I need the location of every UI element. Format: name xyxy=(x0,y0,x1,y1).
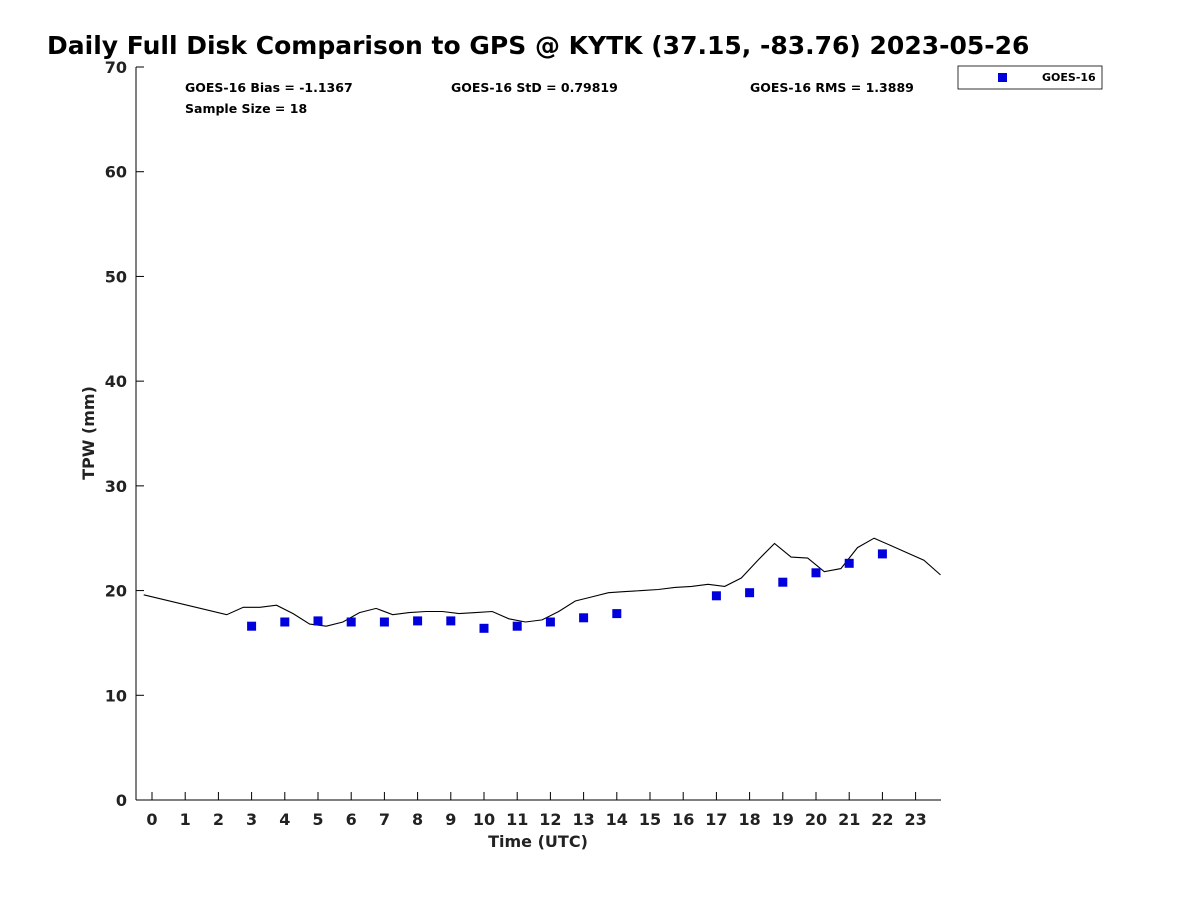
chart-title: Daily Full Disk Comparison to GPS @ KYTK… xyxy=(47,31,1029,60)
x-tick-label: 11 xyxy=(506,810,528,829)
x-tick-label: 21 xyxy=(838,810,860,829)
x-tick-label: 2 xyxy=(213,810,224,829)
x-tick-label: 10 xyxy=(473,810,495,829)
stats-annotations: GOES-16 Bias = -1.1367 GOES-16 StD = 0.7… xyxy=(185,80,914,116)
goes16-point xyxy=(844,558,854,568)
x-axis-ticks: 0 1 2 3 4 5 6 7 8 9 10 11 12 13 14 15 16 17 18 19 20 21 22 23 xyxy=(146,792,927,829)
goes16-point xyxy=(479,623,489,633)
y-tick-label: 40 xyxy=(105,372,127,391)
legend-label: GOES-16 xyxy=(1042,71,1096,84)
std-annotation: GOES-16 StD = 0.79819 xyxy=(451,80,618,95)
goes16-point xyxy=(247,621,257,631)
x-tick-label: 0 xyxy=(146,810,157,829)
x-tick-label: 14 xyxy=(606,810,628,829)
legend: GOES-16 xyxy=(957,65,1103,90)
x-tick-label: 7 xyxy=(379,810,390,829)
goes16-point xyxy=(545,617,555,627)
y-tick-label: 30 xyxy=(105,477,127,496)
x-tick-label: 23 xyxy=(904,810,926,829)
legend-marker xyxy=(998,73,1007,82)
x-tick-label: 6 xyxy=(346,810,357,829)
x-tick-label: 16 xyxy=(672,810,694,829)
x-tick-label: 12 xyxy=(539,810,561,829)
goes16-point xyxy=(446,616,456,626)
series-line xyxy=(143,537,941,627)
goes16-point xyxy=(280,617,290,627)
x-axis-label: Time (UTC) xyxy=(488,832,588,851)
goes16-markers xyxy=(247,549,887,633)
goes16-point xyxy=(512,621,522,631)
goes16-point xyxy=(778,577,788,587)
x-tick-label: 9 xyxy=(445,810,456,829)
bias-annotation: GOES-16 Bias = -1.1367 xyxy=(185,80,353,95)
x-tick-label: 8 xyxy=(412,810,423,829)
goes16-point xyxy=(612,609,622,619)
y-tick-label: 70 xyxy=(105,58,127,77)
y-tick-label: 0 xyxy=(116,791,127,810)
goes16-point xyxy=(711,591,721,601)
goes16-point xyxy=(379,617,389,627)
x-tick-label: 15 xyxy=(639,810,661,829)
x-tick-label: 3 xyxy=(246,810,257,829)
goes16-point xyxy=(579,613,589,623)
y-tick-label: 60 xyxy=(105,163,127,182)
plot-area xyxy=(135,67,941,801)
y-axis-label: TPW (mm) xyxy=(79,386,98,480)
rms-annotation: GOES-16 RMS = 1.3889 xyxy=(750,80,914,95)
x-tick-label: 18 xyxy=(738,810,760,829)
y-tick-label: 50 xyxy=(105,267,127,286)
x-tick-label: 20 xyxy=(805,810,827,829)
x-tick-label: 13 xyxy=(572,810,594,829)
y-tick-label: 10 xyxy=(105,686,127,705)
goes16-point xyxy=(745,588,755,598)
x-tick-label: 5 xyxy=(312,810,323,829)
x-tick-label: 4 xyxy=(279,810,290,829)
goes16-point xyxy=(413,616,423,626)
goes16-point xyxy=(877,549,887,559)
goes16-point xyxy=(346,617,356,627)
legend-box xyxy=(957,65,1103,90)
goes16-point xyxy=(313,616,323,626)
x-tick-label: 19 xyxy=(772,810,794,829)
x-tick-label: 22 xyxy=(871,810,893,829)
y-tick-label: 20 xyxy=(105,582,127,601)
x-tick-label: 17 xyxy=(705,810,727,829)
sample-size-annotation: Sample Size = 18 xyxy=(185,101,307,116)
goes16-point xyxy=(811,568,821,578)
x-tick-label: 1 xyxy=(180,810,191,829)
y-axis-ticks: 0 10 20 30 40 50 60 70 xyxy=(105,58,144,810)
